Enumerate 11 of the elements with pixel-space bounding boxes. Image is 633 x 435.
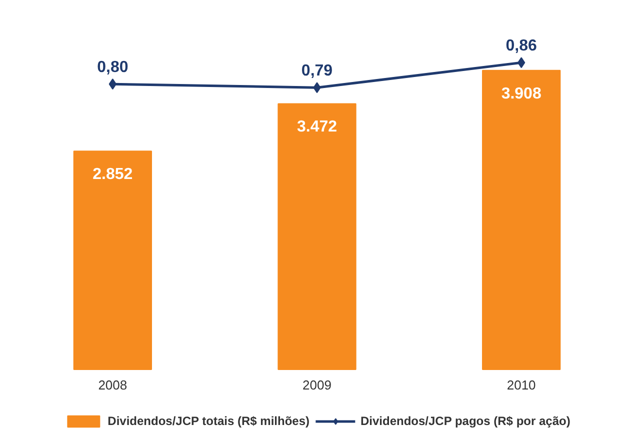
data-label: 0,79	[301, 62, 333, 80]
data-label: 3.472	[296, 118, 338, 136]
legend-label: Dividendos/JCP totais (R$ milhões)	[108, 414, 310, 428]
legend-label: Dividendos/JCP pagos (R$ por ação)	[360, 414, 570, 428]
data-label: 3.908	[501, 85, 542, 102]
data-label: 0,80	[97, 59, 128, 76]
x-tick-label: 2009	[302, 377, 332, 392]
data-label: 0,86	[506, 38, 538, 55]
x-tick-label: 2008	[98, 377, 128, 392]
x-tick-label: 2010	[506, 377, 536, 392]
data-label: 2.852	[92, 166, 133, 184]
